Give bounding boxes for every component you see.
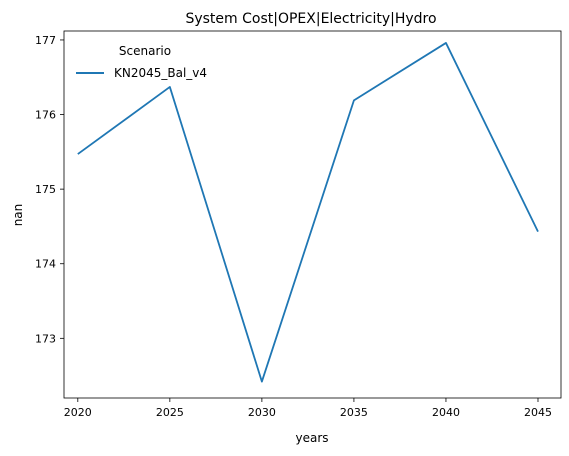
series-line-kn2045-bal-v4 — [77, 42, 539, 383]
x-tick-label: 2040 — [432, 406, 460, 419]
legend: Scenario KN2045_Bal_v4 — [76, 44, 207, 80]
x-tick-label: 2030 — [248, 406, 276, 419]
y-axis: 173 174 175 176 177 — [35, 34, 64, 345]
series-layer — [77, 42, 539, 383]
legend-title: Scenario — [119, 44, 171, 58]
x-axis-label: years — [295, 431, 328, 445]
chart-title: System Cost|OPEX|Electricity|Hydro — [185, 11, 436, 27]
plot-area — [63, 30, 562, 399]
y-axis-label: nan — [11, 204, 25, 227]
x-tick-label: 2020 — [64, 406, 92, 419]
legend-label-kn2045-bal-v4: KN2045_Bal_v4 — [114, 66, 207, 80]
y-tick-label: 176 — [35, 109, 56, 122]
y-tick-label: 173 — [35, 332, 56, 345]
x-tick-label: 2025 — [156, 406, 184, 419]
y-tick-label: 175 — [35, 183, 56, 196]
x-tick-label: 2045 — [524, 406, 552, 419]
x-tick-label: 2035 — [340, 406, 368, 419]
y-tick-label: 177 — [35, 34, 56, 47]
x-axis: 2020 2025 2030 2035 2040 2045 — [64, 398, 552, 419]
y-tick-label: 174 — [35, 258, 56, 271]
